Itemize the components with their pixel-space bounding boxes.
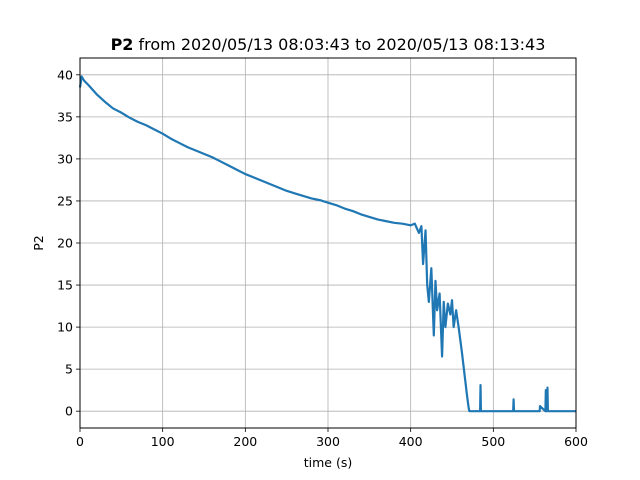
chart-title-bold: P2 [111, 35, 134, 54]
y-tick-label: 0 [65, 404, 73, 419]
x-tick-label: 100 [151, 434, 175, 449]
y-tick-label: 30 [57, 151, 73, 166]
series-layer [78, 75, 576, 413]
y-tick-label: 20 [57, 236, 73, 251]
series-line [78, 75, 576, 413]
y-axis-label: P2 [31, 235, 46, 251]
x-tick-label: 500 [481, 434, 505, 449]
x-tick-label: 600 [564, 434, 588, 449]
chart-title: P2 from 2020/05/13 08:03:43 to 2020/05/1… [111, 35, 546, 54]
x-tick-label: 400 [399, 434, 423, 449]
y-tick-label: 15 [57, 278, 73, 293]
y-tick-label: 10 [57, 320, 73, 335]
chart-title-rest: from 2020/05/13 08:03:43 to 2020/05/13 0… [133, 35, 545, 54]
x-axis-label: time (s) [304, 455, 352, 470]
y-tick-label: 5 [65, 362, 73, 377]
grid [79, 58, 577, 428]
y-tick-label: 35 [57, 109, 73, 124]
y-tick-label: 40 [57, 67, 73, 82]
x-tick-label: 0 [76, 434, 84, 449]
x-tick-label: 200 [233, 434, 257, 449]
y-tick-label: 25 [57, 193, 73, 208]
x-tick-label: 300 [316, 434, 340, 449]
ticks: 0 100 200 300 400 500 600 0 5 10 15 20 25 30 35 40 [57, 67, 588, 449]
